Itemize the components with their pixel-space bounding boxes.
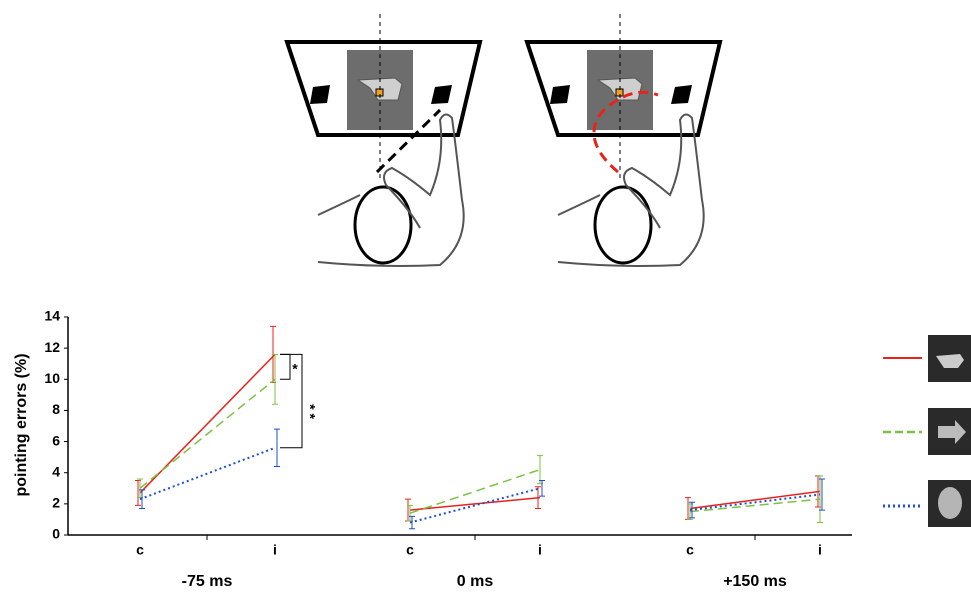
x-tick-label: c [136, 542, 144, 558]
y-tick-label: 2 [52, 495, 60, 511]
y-tick-label: 6 [52, 432, 60, 448]
y-tick-label: 14 [44, 308, 60, 324]
group-label: 0 ms [457, 573, 494, 590]
error-bar [274, 429, 280, 466]
bracket [280, 354, 302, 447]
group-label: +150 ms [723, 573, 787, 590]
y-tick-label: 0 [52, 526, 60, 542]
x-tick-label: c [406, 542, 414, 558]
legend [883, 335, 971, 527]
error-bar [537, 456, 543, 484]
series-line [410, 498, 540, 510]
illustration-left [287, 14, 480, 266]
illustration-right [527, 14, 720, 266]
y-tick-label: 4 [52, 463, 60, 479]
x-tick-label: c [686, 542, 694, 558]
x-tick-label: i [538, 542, 542, 558]
significance: ** [302, 404, 318, 423]
x-tick-label: i [273, 542, 277, 558]
bracket [280, 354, 290, 379]
x-tick-label: i [818, 542, 822, 558]
series-line [690, 495, 820, 511]
series-line [140, 354, 275, 493]
y-tick-label: 8 [52, 401, 60, 417]
significance: * [292, 361, 298, 377]
y-tick-label: 12 [44, 339, 60, 355]
figure: pointing errors (%) 0 2 4 6 8 10 12 14 c i c i c i -75… [0, 0, 971, 592]
series-line [410, 488, 540, 522]
y-axis-label: pointing errors (%) [13, 353, 30, 496]
group-label: -75 ms [182, 573, 233, 590]
series-line [690, 491, 820, 508]
y-tick-label: 10 [44, 370, 60, 386]
series-line [140, 448, 275, 499]
series-line [410, 470, 540, 514]
